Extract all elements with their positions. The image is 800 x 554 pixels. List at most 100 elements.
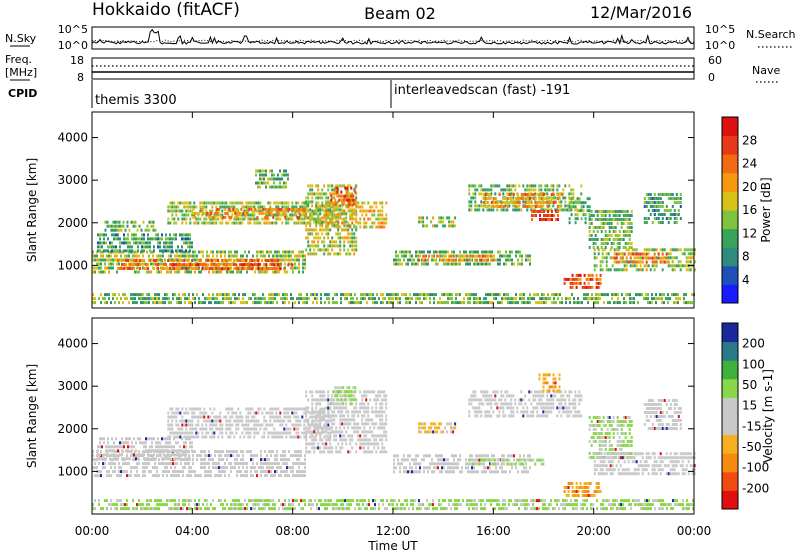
power-cell <box>297 201 300 205</box>
velocity-cell <box>171 423 174 427</box>
power-cell <box>270 211 273 215</box>
power-cell <box>223 201 226 205</box>
power-cell <box>273 221 276 225</box>
power-cell <box>423 250 425 254</box>
power-cell <box>657 256 660 260</box>
velocity-cell <box>178 470 180 474</box>
power-cell <box>409 258 411 262</box>
power-cell <box>403 293 405 297</box>
power-cell <box>637 256 640 260</box>
power-cell <box>546 192 549 196</box>
power-cell <box>213 221 216 225</box>
power-cell <box>572 205 575 209</box>
power-cell <box>605 268 608 272</box>
power-cell <box>167 241 169 245</box>
velocity-cell <box>105 457 107 461</box>
velocity-cell <box>295 431 298 435</box>
power-cell <box>297 221 300 225</box>
power-cell <box>321 204 324 208</box>
power-cell <box>417 254 419 258</box>
power-cell <box>567 297 569 301</box>
power-cell <box>98 266 100 270</box>
velocity-cell <box>296 450 298 454</box>
power-cell <box>502 201 505 204</box>
velocity-cell <box>221 431 224 435</box>
power-cell <box>248 297 250 301</box>
power-cell <box>173 221 176 225</box>
power-cell <box>169 209 172 213</box>
power-cell <box>143 259 146 262</box>
power-cell <box>251 267 254 271</box>
velocity-cell <box>173 445 175 449</box>
power-cell <box>519 254 521 258</box>
power-cell <box>673 293 675 297</box>
power-cell <box>106 301 108 305</box>
power-cell <box>344 194 347 198</box>
power-cell <box>602 238 605 241</box>
power-cell <box>351 217 354 221</box>
velocity-cell <box>124 470 126 474</box>
power-cell <box>526 208 529 212</box>
power-cell <box>337 184 340 188</box>
velocity-cell <box>169 445 171 449</box>
power-cell <box>349 204 352 208</box>
velocity-cell <box>192 462 194 466</box>
velocity-cell <box>189 427 192 431</box>
power-cell <box>397 297 399 301</box>
power-cell <box>313 228 316 232</box>
power-cell <box>463 297 465 301</box>
velocity-cell <box>227 423 230 427</box>
power-cell <box>94 301 96 305</box>
velocity-cell <box>300 454 302 458</box>
power-cell <box>665 205 668 208</box>
velocity-cell <box>177 407 180 411</box>
power-cell <box>453 301 455 305</box>
power-cell <box>302 266 304 270</box>
power-cell <box>509 254 511 258</box>
power-cell <box>624 234 627 237</box>
power-cell <box>118 228 121 232</box>
velocity-cell <box>242 462 244 466</box>
power-cell <box>591 277 594 281</box>
velocity-cell <box>212 466 214 470</box>
power-cell <box>677 201 680 204</box>
power-cell <box>183 213 186 217</box>
velocity-cell <box>146 466 148 470</box>
velocity-cell <box>220 474 222 478</box>
power-cell <box>426 258 429 262</box>
power-cell <box>308 297 310 301</box>
power-cell <box>348 198 351 202</box>
power-cell <box>315 208 318 212</box>
power-cell <box>187 201 190 205</box>
power-cell <box>626 218 629 221</box>
power-cell <box>259 185 261 189</box>
power-cell <box>239 201 242 205</box>
velocity-cell <box>123 441 125 445</box>
power-cell <box>194 258 196 262</box>
power-cell <box>173 217 176 221</box>
power-cell <box>205 201 208 205</box>
power-cell <box>321 224 324 228</box>
velocity-cell <box>224 474 226 478</box>
velocity-cell <box>217 415 220 419</box>
power-cell <box>327 228 330 232</box>
power-cell <box>137 259 140 262</box>
power-cell <box>230 270 232 274</box>
power-cell <box>159 237 161 241</box>
power-cell <box>492 205 495 208</box>
power-cell <box>307 192 310 196</box>
power-cell <box>626 210 629 213</box>
velocity-cell <box>136 466 138 470</box>
velocity-cell <box>213 407 216 411</box>
power-cell <box>218 293 220 297</box>
power-cell <box>193 205 196 209</box>
velocity-cell <box>189 423 192 427</box>
power-cell <box>498 193 501 196</box>
power-cell <box>315 192 318 196</box>
power-cell <box>693 260 696 264</box>
power-cell <box>211 259 214 262</box>
power-cell <box>298 262 300 266</box>
power-cell <box>390 293 392 297</box>
power-cell <box>520 197 523 200</box>
velocity-cell <box>298 474 300 478</box>
